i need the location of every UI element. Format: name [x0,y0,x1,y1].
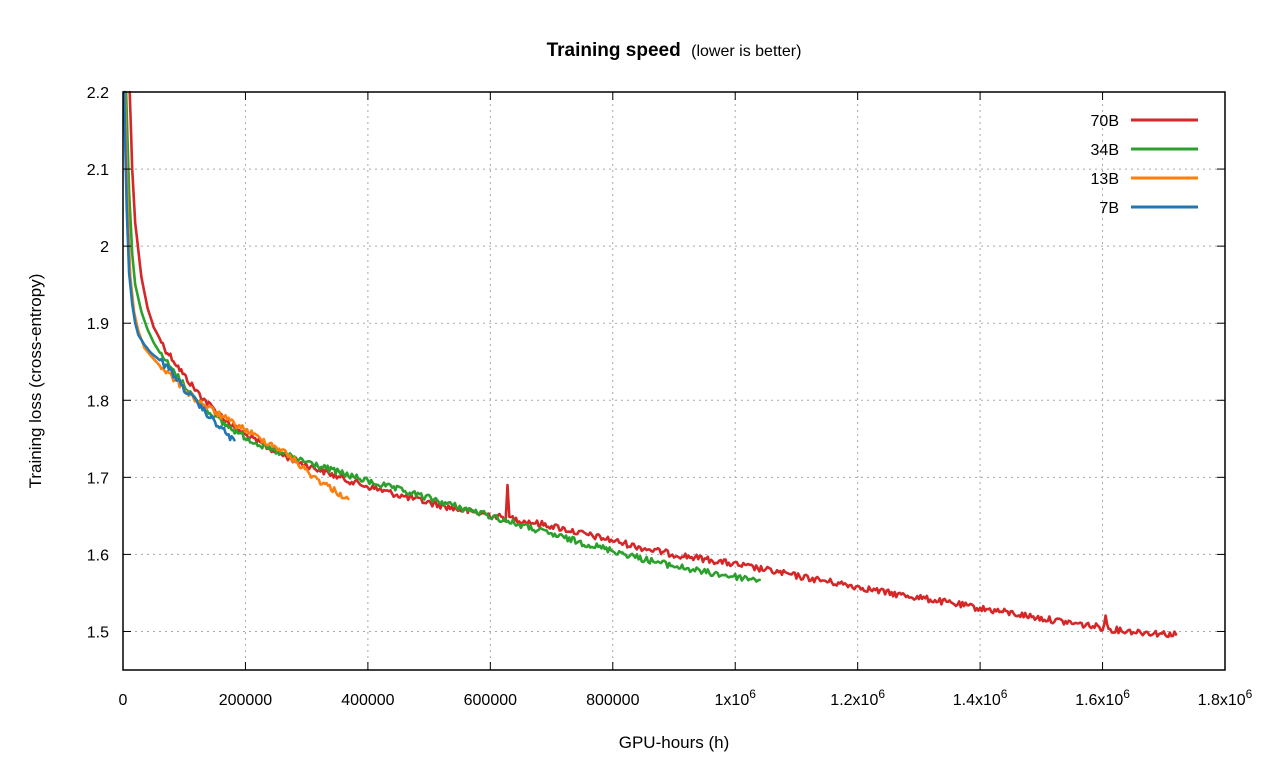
x-tick-label: 200000 [219,692,272,709]
y-tick-label: 1.9 [87,316,109,333]
x-tick-label: 600000 [464,692,517,709]
grid [123,92,1225,670]
x-tick-label: 400000 [341,692,394,709]
series-line-7b [122,90,236,442]
y-axis-tick-labels: 1.5 1.6 1.7 1.8 1.9 2 2.1 2.2 [87,85,109,641]
series-layer [122,90,1178,639]
x-tick-label: 800000 [586,692,639,709]
plot-frame [122,91,1226,671]
chart-subtitle: (lower is better) [691,43,801,60]
y-tick-label: 2 [100,239,109,256]
chart-title: Training speed (lower is better) [547,40,802,61]
x-axis-tick-labels: 0 200000 400000 600000 800000 1x106 1.2x106 1.4… [119,687,1253,709]
legend-label-13b: 13B [1091,171,1119,188]
series-line-70b [128,90,1178,639]
y-tick-label: 1.7 [87,470,109,487]
y-tick-label: 2.2 [87,85,109,102]
y-tick-label: 2.1 [87,162,109,179]
y-axis-label: Training loss (cross-entropy) [26,274,45,489]
y-tick-label: 1.5 [87,624,109,641]
x-tick-label: 1.4x106 [953,687,1008,709]
chart-title-main: Training speed [547,40,681,61]
x-tick-label: 1.6x106 [1075,687,1130,709]
x-tick-label: 0 [119,692,128,709]
x-tick-label: 1x106 [715,687,757,709]
legend: 70B 34B 13B 7B [1091,113,1198,217]
x-axis-label: GPU-hours (h) [619,733,730,752]
series-line-34b [124,90,761,583]
x-tick-label: 1.8x106 [1198,687,1253,709]
axis-ticks [122,91,1226,670]
legend-label-70b: 70B [1091,113,1119,130]
y-tick-label: 1.8 [87,393,109,410]
series-line-13b [123,90,350,501]
y-tick-label: 1.6 [87,547,109,564]
x-tick-label: 1.2x106 [830,687,885,709]
legend-label-7b: 7B [1099,200,1119,217]
legend-label-34b: 34B [1091,142,1119,159]
